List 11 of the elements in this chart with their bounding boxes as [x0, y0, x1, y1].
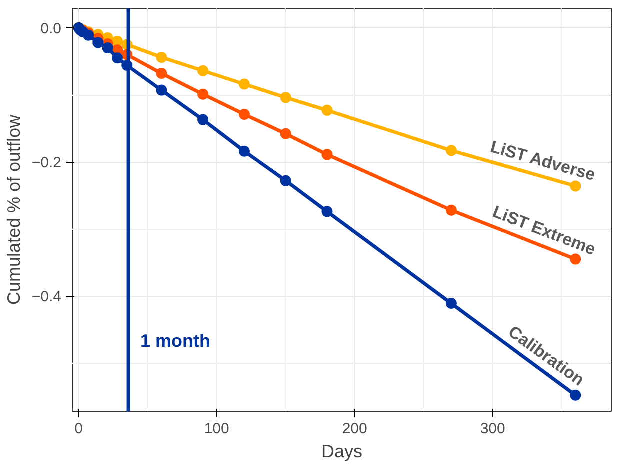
x-tick-label: 0: [74, 420, 84, 438]
x-axis-title: Days: [321, 442, 363, 462]
y-tick-label: −0.2: [32, 154, 62, 172]
text: LiST Adverse: [488, 137, 598, 185]
x-tick-label: 200: [342, 420, 368, 438]
y-axis-title: Cumulated % of outflow: [4, 114, 24, 306]
ref-line-label: 1 month: [140, 331, 211, 352]
x-tick-label: 300: [480, 420, 506, 438]
x-tick-label: 100: [204, 420, 230, 438]
y-tick-label: 0.0: [40, 20, 62, 38]
y-tick-label: −0.4: [32, 288, 62, 306]
